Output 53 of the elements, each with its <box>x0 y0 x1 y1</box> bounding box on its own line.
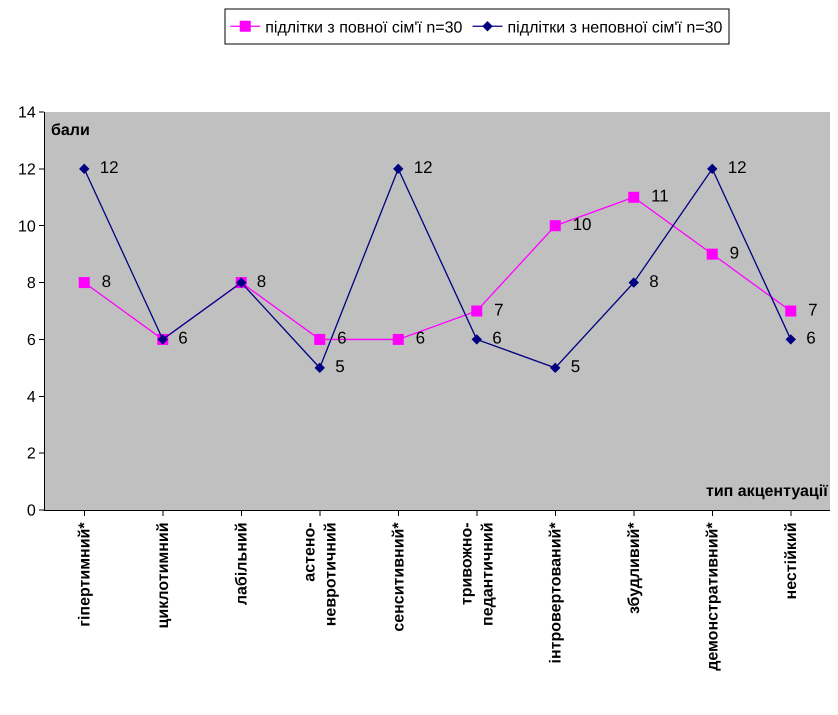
data-label: 5 <box>326 357 345 376</box>
data-label: 6 <box>406 328 426 348</box>
y-tick-label: 12 <box>18 161 36 178</box>
data-label: 8 <box>247 272 266 291</box>
y-tick-label: 8 <box>26 275 36 292</box>
data-label: 12 <box>404 158 433 178</box>
point <box>392 334 404 345</box>
point <box>550 362 560 374</box>
point <box>79 164 90 174</box>
x-tick-label: сенситивний* <box>390 522 408 632</box>
y-tick-label: 2 <box>26 446 36 463</box>
x-tick-label: збудливий* <box>626 522 643 614</box>
legend-label: підлітки з повної сім'ї n=30 <box>265 19 463 36</box>
data-label: 5 <box>561 357 580 376</box>
y-tick-label: 0 <box>26 502 36 520</box>
legend-label: підлітки з неповної сім'ї n=30 <box>508 19 723 36</box>
point <box>628 277 639 288</box>
point <box>786 334 796 345</box>
data-label: 7 <box>484 300 504 320</box>
point <box>550 220 561 232</box>
x-tick-label: лабільний <box>233 522 250 606</box>
data-label: 8 <box>640 272 659 291</box>
data-label: 9 <box>720 243 740 262</box>
y-tick-label: 4 <box>26 388 36 406</box>
x-tick-label: інтровертований* <box>547 522 564 664</box>
point <box>785 306 796 316</box>
point <box>706 248 718 260</box>
data-label: 6 <box>482 328 502 348</box>
data-label: 6 <box>796 328 816 348</box>
point <box>314 334 326 345</box>
data-label: 6 <box>168 328 188 348</box>
point <box>471 306 482 316</box>
y-tick-label: 10 <box>18 218 36 236</box>
point <box>393 164 404 174</box>
x-tick-label: циклотимний <box>154 522 172 628</box>
data-label: 11 <box>642 186 669 206</box>
point <box>78 277 90 288</box>
data-label: 12 <box>90 158 119 178</box>
point <box>314 362 325 374</box>
x-axis-title: тип акцентуації <box>706 483 828 500</box>
y-axis-title: бали <box>51 122 90 139</box>
point <box>628 192 640 203</box>
x-tick-label: гіпертимний* <box>76 522 94 627</box>
point <box>707 164 718 174</box>
y-tick-label: 6 <box>26 332 36 350</box>
data-label: 8 <box>92 272 112 291</box>
data-label: 10 <box>563 214 592 234</box>
x-tick-label: демонстративний* <box>704 522 722 671</box>
y-tick-label: 14 <box>18 104 36 122</box>
data-label: 7 <box>798 300 818 320</box>
point <box>472 334 482 345</box>
x-tick-label: нестійкий <box>782 522 800 600</box>
data-label: 12 <box>718 158 747 178</box>
